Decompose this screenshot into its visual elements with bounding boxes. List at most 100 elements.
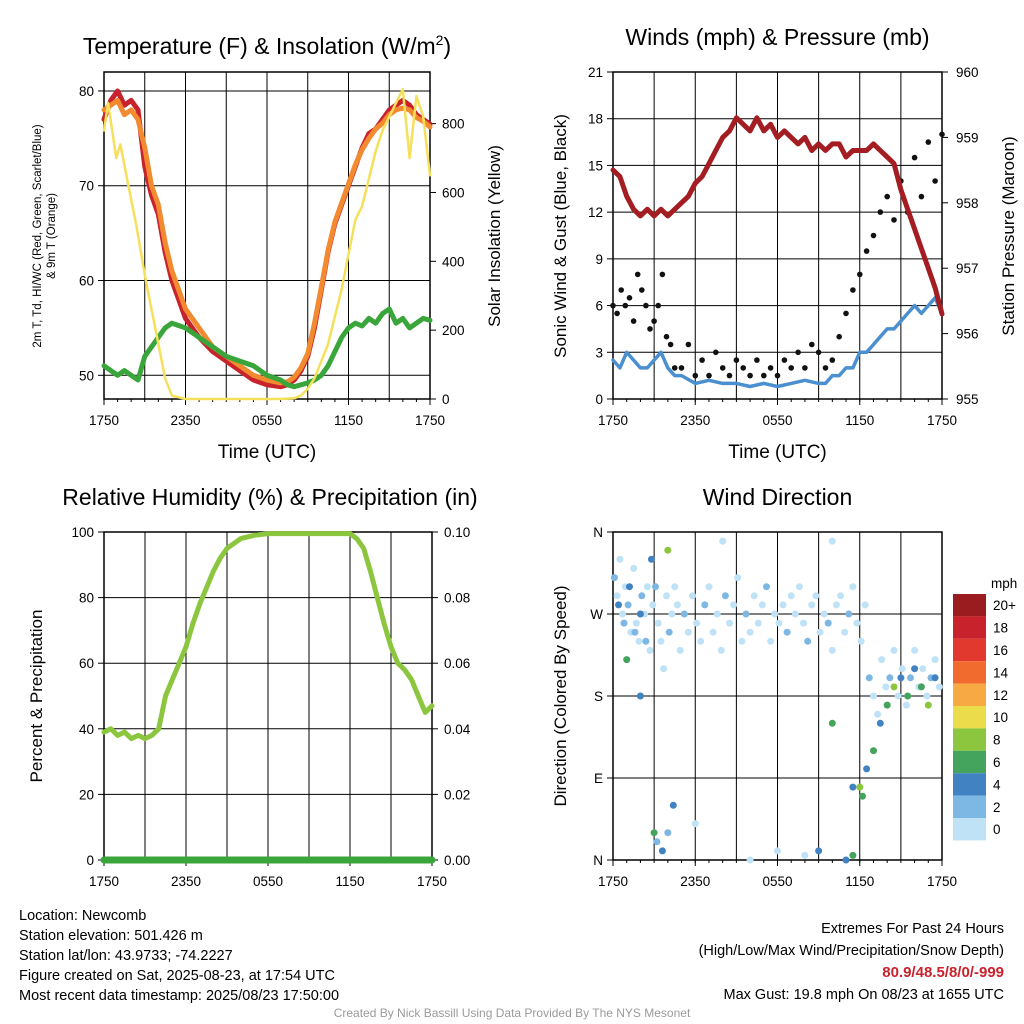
direction-point [652,583,659,591]
title-superscript: 2 [436,32,444,48]
direction-point [654,619,662,627]
direction-point [890,683,898,691]
y2-tick-label: 0.10 [444,525,470,540]
gust-point [795,349,801,356]
y2-tick-label: 400 [442,254,465,269]
direction-point [649,601,657,609]
station-info: Location: Newcomb Station elevation: 501… [19,906,339,1006]
colorbar-unit: mph [991,576,1017,591]
y-tick-label: 9 [595,252,603,267]
x-axis-label: Time (UTC) [728,442,827,463]
x-tick-label: 2350 [170,413,200,428]
y2-tick-label: 0 [442,392,450,407]
x-tick-label: 0550 [762,413,792,428]
direction-point [863,765,871,773]
y-tick-label: 50 [79,368,94,383]
direction-point [911,646,919,654]
gust-point [713,349,719,356]
gust-point [685,341,692,348]
x-tick-label: 1750 [598,874,628,889]
direction-point [632,619,640,627]
colorbar-swatch [953,638,986,662]
gust-point [781,357,788,363]
direction-point [665,628,673,636]
direction-point [816,628,824,636]
direction-point [671,583,679,591]
gust-point [692,372,699,379]
direction-point [619,610,627,618]
gust-point [659,271,666,278]
gust-point [699,357,705,363]
direction-point [705,583,713,591]
gust-point [706,372,712,379]
direction-point [660,665,668,673]
y-tick-label: 12 [588,205,603,220]
direction-point [870,692,877,700]
x-tick-label: 1150 [845,874,874,889]
direction-point [859,792,866,800]
gust-point [829,357,836,363]
y2-tick-label: 958 [956,196,979,211]
direction-point [647,555,655,563]
gust-point [626,295,633,301]
direction-point [669,801,677,809]
gust-point [655,302,661,309]
gust-point [774,372,781,379]
x-tick-label: 2350 [171,874,201,889]
extremes-subtitle: (High/Low/Max Wind/Precipitation/Snow De… [698,943,1004,959]
direction-point [730,601,738,609]
direction-point [717,646,725,654]
x-tick-label: 2350 [680,874,710,889]
direction-point [919,665,927,673]
y-axis-label: Percent & Precipitation [27,610,46,783]
direction-point [697,637,705,645]
direction-point [857,637,865,645]
direction-point [865,674,873,682]
direction-point [907,674,914,682]
direction-point [643,583,651,591]
x-tick-label: 1750 [927,874,957,889]
gust-point [634,271,641,278]
direction-point [738,637,746,645]
panel-2: 1750 2350 0550 1150 1750 0 3 6 9 12 15 18 21 955 956 95… [551,24,1018,463]
y-tick-label: 40 [79,722,94,737]
direction-point [924,701,932,709]
y2-tick-label: 0.06 [444,656,470,671]
y-tick-label: N [593,853,603,868]
gust-point [610,302,616,309]
y2-tick-label: 959 [956,130,979,145]
direction-point [693,619,701,627]
panel-3: 1750 2350 0550 1150 1750 0 20 40 60 80 100 0.00 0.02… [27,484,478,889]
direction-point [828,537,836,545]
gust-point [747,372,753,379]
colorbar-label: 0 [993,822,1001,837]
gust-point [630,318,637,324]
gust-point [614,310,620,317]
direction-point [623,656,631,664]
y-tick-label: 6 [595,299,603,314]
direction-point [849,851,857,859]
location-text: Location: Newcomb [19,908,147,924]
x-tick-label: 1750 [927,413,957,428]
colorbar-label: 12 [993,688,1008,703]
x-tick-label: 1750 [89,874,119,889]
y-axis-label: Direction (Colored By Speed) [551,585,570,806]
direction-point [613,592,621,600]
y-tick-label: 0 [595,392,603,407]
colorbar-swatch [953,795,986,818]
direction-point [841,628,849,636]
direction-point [842,856,850,864]
direction-point [849,783,857,791]
direction-point [642,637,650,645]
y2-tick-label: 955 [956,392,979,407]
direction-point [673,601,681,609]
direction-point [758,601,766,609]
direction-point [653,838,661,846]
colorbar-label: 6 [993,755,1001,770]
colorbar-swatch [953,750,986,774]
colorbar-swatch [953,818,986,841]
direction-point [931,656,939,664]
y-axis-label-line1: 2m T, Td, HI/WC (Red, Green, Scarlet/Blu… [32,124,44,347]
direction-point [616,555,624,563]
